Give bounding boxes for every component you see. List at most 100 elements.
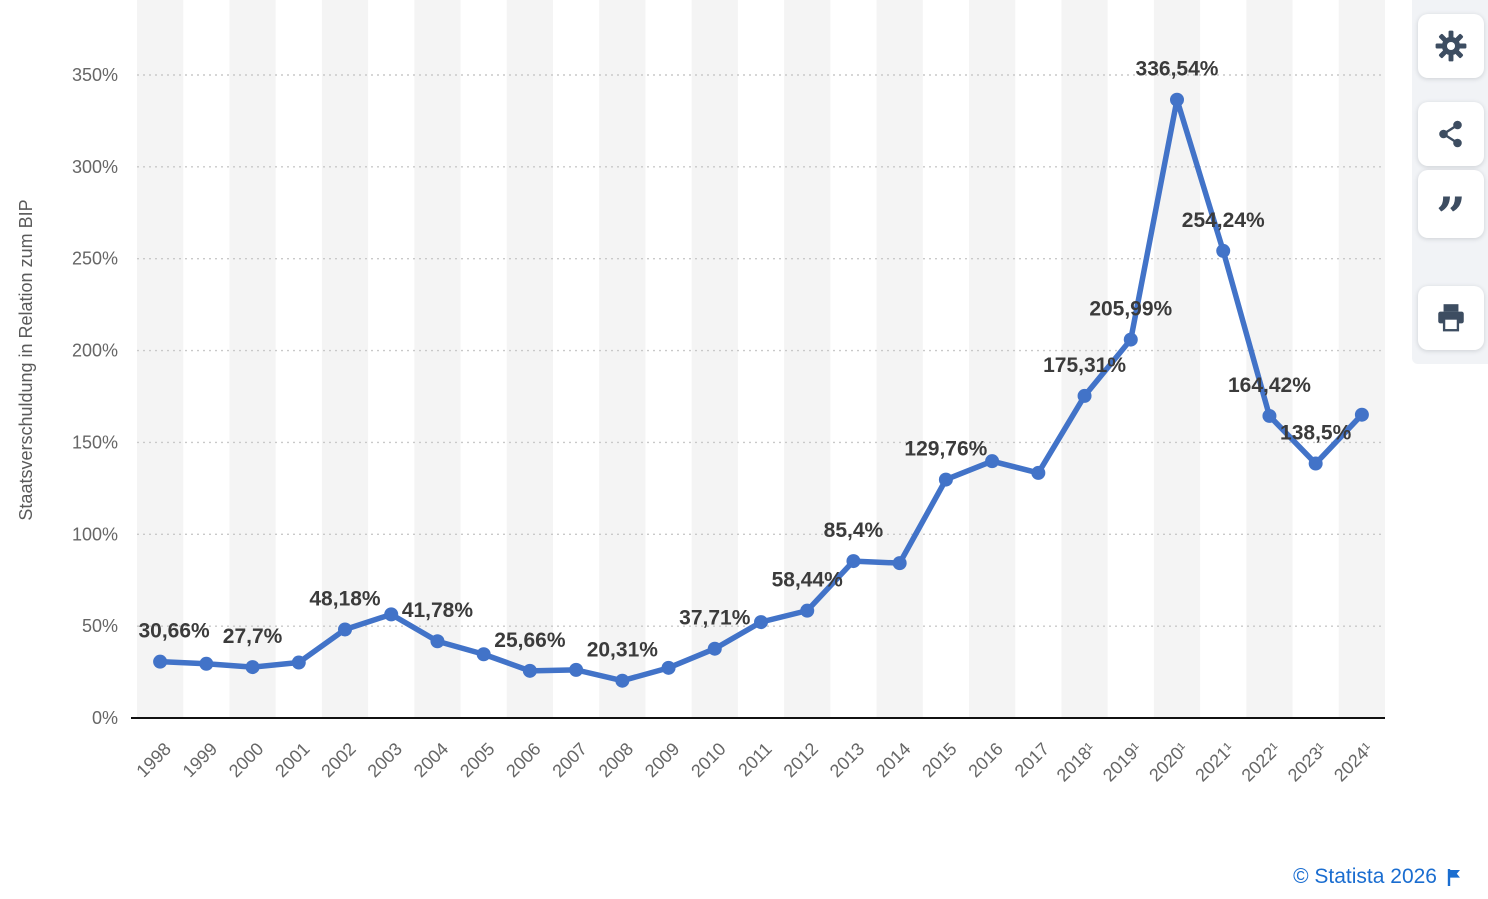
data-point[interactable] [1308, 456, 1323, 471]
data-point[interactable] [800, 603, 815, 618]
x-axis-tick-label: 1999 [179, 739, 221, 781]
y-axis-tick-label: 250% [72, 249, 118, 269]
x-axis-tick-label: 2015 [918, 739, 960, 781]
statista-link[interactable]: © Statista 2026 [1293, 865, 1437, 888]
x-axis-tick-label: 2013 [826, 739, 868, 781]
x-axis-tick-label: 2012 [780, 739, 822, 781]
background-stripe [691, 0, 738, 718]
x-axis-tick-label: 2001 [271, 739, 313, 781]
x-axis-tick-label: 2002 [317, 739, 359, 781]
copyright: © Statista 2026 [1293, 865, 1462, 889]
flag-icon[interactable] [1447, 868, 1462, 887]
data-point-label: 58,44% [772, 569, 844, 592]
x-axis-tick-label: 2010 [687, 739, 729, 781]
x-axis-tick-label: 2019¹ [1099, 739, 1146, 786]
x-axis-tick-label: 2000 [225, 739, 267, 781]
data-point-label: 138,5% [1280, 422, 1352, 445]
background-stripe [1061, 0, 1108, 718]
share-button[interactable] [1418, 102, 1484, 166]
background-stripe [599, 0, 646, 718]
data-point[interactable] [245, 660, 260, 675]
data-point[interactable] [846, 554, 861, 569]
data-point[interactable] [707, 641, 722, 656]
data-point-label: 37,71% [679, 607, 751, 630]
x-axis-tick-label: 2020¹ [1145, 739, 1192, 786]
data-point[interactable] [1216, 243, 1231, 258]
y-axis-tick-label: 100% [72, 524, 118, 544]
data-point[interactable] [569, 662, 584, 677]
data-point-label: 85,4% [824, 519, 884, 542]
x-axis-tick-label: 2018¹ [1053, 739, 1100, 786]
data-point-label: 30,66% [138, 620, 210, 643]
x-axis-tick-label: 2011 [734, 739, 776, 781]
data-point[interactable] [892, 556, 907, 571]
data-point[interactable] [522, 663, 537, 678]
data-point-label: 175,31% [1043, 354, 1126, 377]
x-axis-tick-label: 2014 [872, 739, 914, 781]
x-axis-tick-label: 2016 [964, 739, 1006, 781]
data-point-label: 205,99% [1089, 298, 1172, 321]
y-axis-tick-label: 350% [72, 65, 118, 85]
background-stripe [414, 0, 461, 718]
data-point-label: 336,54% [1136, 58, 1219, 81]
share-icon [1439, 120, 1462, 148]
x-axis-tick-label: 2009 [641, 739, 683, 781]
data-point[interactable] [985, 454, 1000, 469]
background-stripe [784, 0, 831, 718]
gear-icon [1435, 30, 1467, 62]
cite-button[interactable]: ” [1418, 170, 1484, 244]
x-axis-tick-label: 2024¹ [1330, 739, 1377, 786]
data-point[interactable] [1123, 332, 1138, 347]
background-stripe [229, 0, 276, 718]
data-point[interactable] [1077, 388, 1092, 403]
y-axis-tick-label: 200% [72, 341, 118, 361]
x-axis-tick-label: 2008 [595, 739, 637, 781]
data-point[interactable] [615, 673, 630, 688]
y-axis-tick-label: 150% [72, 432, 118, 452]
data-point[interactable] [384, 607, 399, 622]
background-stripe [1338, 0, 1385, 718]
data-point[interactable] [153, 654, 168, 669]
data-point[interactable] [661, 660, 676, 675]
background-stripe [321, 0, 369, 718]
background-stripe [1153, 0, 1201, 718]
y-axis-tick-label: 0% [92, 708, 118, 728]
background-stripe [506, 0, 553, 718]
background-stripe [969, 0, 1016, 718]
print-button[interactable] [1418, 286, 1484, 350]
background-stripe [137, 0, 184, 718]
data-point-label: 41,78% [402, 599, 474, 622]
x-axis-tick-label: 1998 [132, 739, 174, 781]
data-point[interactable] [1262, 408, 1277, 423]
x-axis-tick-label: 2023¹ [1284, 739, 1331, 786]
data-point-label: 254,24% [1182, 209, 1265, 232]
data-point[interactable] [338, 622, 352, 637]
data-point-label: 164,42% [1228, 374, 1311, 397]
x-axis-tick-label: 2006 [502, 739, 544, 781]
y-axis-tick-label: 50% [82, 616, 118, 636]
x-axis-tick-label: 2007 [548, 739, 590, 781]
y-axis-tick-label: 300% [72, 157, 118, 177]
x-axis-tick-label: 2004 [410, 739, 452, 781]
data-point[interactable] [430, 634, 445, 649]
data-point-label: 48,18% [309, 587, 381, 610]
data-point[interactable] [1031, 465, 1046, 480]
x-axis-tick-label: 2021¹ [1191, 739, 1238, 786]
x-axis-tick-label: 2017 [1011, 739, 1053, 781]
print-icon [1438, 304, 1464, 332]
x-axis-tick-label: 2005 [456, 739, 498, 781]
settings-button[interactable] [1418, 14, 1484, 78]
data-point[interactable] [476, 647, 491, 662]
data-point[interactable] [938, 472, 953, 487]
data-point-label: 129,76% [904, 438, 987, 461]
x-axis-tick-label: 2003 [364, 739, 406, 781]
data-point[interactable] [754, 615, 768, 630]
data-point[interactable] [291, 655, 306, 670]
data-point[interactable] [1170, 92, 1184, 107]
data-point[interactable] [1354, 407, 1369, 422]
y-axis-title: Staatsverschuldung in Relation zum BIP [16, 199, 36, 520]
data-point-label: 27,7% [223, 625, 283, 648]
data-point[interactable] [199, 656, 214, 671]
data-point-label: 25,66% [494, 629, 566, 652]
